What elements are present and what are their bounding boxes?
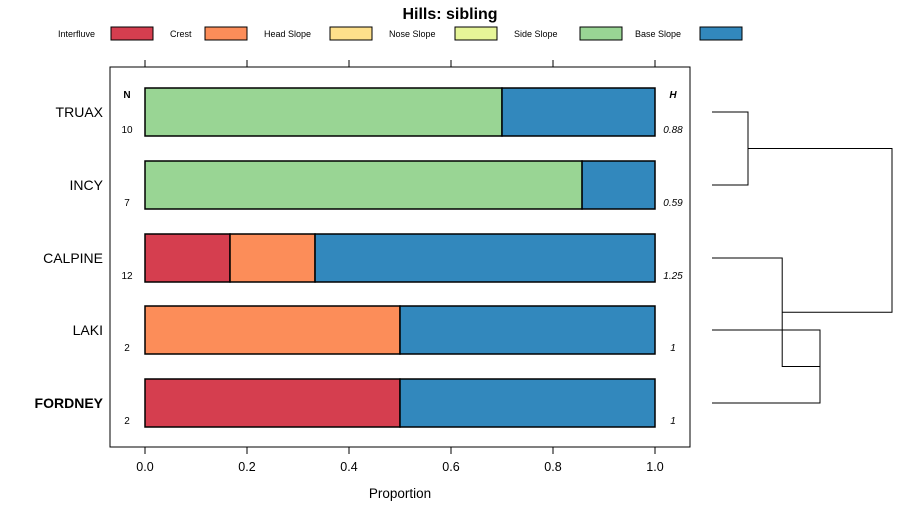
bar-segment [501, 87, 656, 137]
legend-item: Side Slope [514, 26, 623, 41]
row-label: TRUAX [56, 104, 104, 120]
h-value: 1 [670, 416, 676, 427]
x-tick-label: 0.0 [136, 460, 153, 474]
x-tick-label: 1.0 [646, 460, 663, 474]
legend-swatch [579, 26, 623, 41]
legend-swatch [110, 26, 154, 41]
legend-item: Crest [170, 26, 248, 41]
legend-label: Nose Slope [389, 29, 436, 39]
bar-segment [314, 233, 656, 283]
n-value: 2 [124, 416, 130, 427]
bar-row [144, 305, 656, 355]
x-tick-label: 0.8 [544, 460, 561, 474]
n-value: 10 [121, 125, 133, 136]
h-value: 0.88 [663, 125, 683, 136]
legend-swatch [329, 26, 373, 41]
x-axis-label: Proportion [369, 486, 431, 501]
bar-row [144, 160, 656, 210]
legend-label: Crest [170, 29, 192, 39]
h-value: 1.25 [663, 271, 683, 282]
n-column-header: N [123, 90, 130, 101]
n-value: 2 [124, 343, 130, 354]
bar-row [144, 87, 656, 137]
bar-segment [144, 87, 503, 137]
bars [144, 87, 656, 428]
legend: Interfluve Crest Head Slope Nose Slope Side … [58, 26, 743, 41]
x-tick-label: 0.6 [442, 460, 459, 474]
dendrogram [712, 111, 893, 404]
bar-segment [399, 378, 656, 428]
n-value: 12 [121, 271, 133, 282]
bar-segment [144, 305, 401, 355]
bar-segment [581, 160, 656, 210]
n-value: 7 [124, 198, 130, 209]
bar-segment [144, 160, 583, 210]
h-value: 0.59 [663, 198, 683, 209]
bar-row [144, 378, 656, 428]
x-tick-label: 0.4 [340, 460, 357, 474]
bar-segment [144, 378, 401, 428]
x-tick-label: 0.2 [238, 460, 255, 474]
legend-swatch [454, 26, 498, 41]
legend-label: Head Slope [264, 29, 311, 39]
dendrogram-link [712, 111, 749, 186]
bar-segment [144, 233, 231, 283]
legend-item: Head Slope [264, 26, 373, 41]
bar-segment [399, 305, 656, 355]
legend-item: Base Slope [635, 26, 743, 41]
legend-label: Interfluve [58, 29, 95, 39]
dendrogram-link [748, 148, 893, 313]
legend-swatch [204, 26, 248, 41]
row-label: INCY [70, 177, 104, 193]
row-label: CALPINE [43, 250, 103, 266]
legend-swatch [699, 26, 743, 41]
row-label: LAKI [73, 322, 103, 338]
bar-segment [229, 233, 316, 283]
legend-item: Nose Slope [389, 26, 498, 41]
legend-label: Side Slope [514, 29, 558, 39]
chart-title: Hills: sibling [402, 6, 497, 23]
h-column-header: H [669, 90, 677, 101]
legend-item: Interfluve [58, 26, 154, 41]
legend-label: Base Slope [635, 29, 681, 39]
plot-frame [109, 66, 691, 448]
x-axis: 0.0 0.2 0.4 0.6 0.8 1.0 [136, 60, 664, 474]
row-labels: TRUAX INCY CALPINE LAKI FORDNEY [35, 104, 104, 411]
h-value: 1 [670, 343, 676, 354]
row-label: FORDNEY [35, 395, 104, 411]
bar-row [144, 233, 656, 283]
